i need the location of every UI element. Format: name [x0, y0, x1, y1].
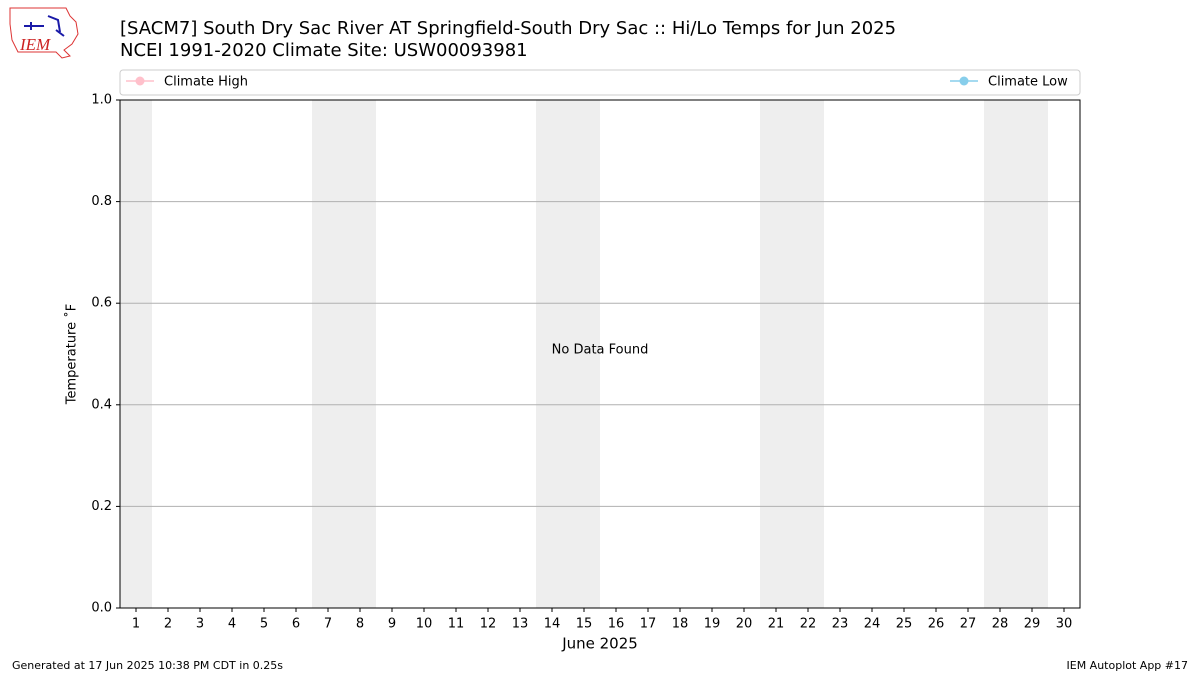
- legend-box: [119, 69, 1081, 96]
- x-tick-label: 19: [704, 617, 721, 632]
- y-tick-label: 0.2: [91, 499, 112, 514]
- x-tick-label: 8: [356, 617, 364, 632]
- x-tick-label: 14: [544, 617, 561, 632]
- x-tick-label: 2: [164, 617, 172, 632]
- x-tick-label: 29: [1024, 617, 1041, 632]
- legend-label: Climate High: [164, 75, 248, 90]
- legend-label: Climate Low: [988, 75, 1068, 90]
- x-tick-label: 13: [512, 617, 529, 632]
- shaded-day: [536, 100, 568, 608]
- x-tick-label: 20: [736, 617, 753, 632]
- x-tick-label: 18: [672, 617, 689, 632]
- x-tick-label: 5: [260, 617, 268, 632]
- footer-left: Generated at 17 Jun 2025 10:38 PM CDT in…: [12, 659, 283, 672]
- shaded-day: [568, 100, 600, 608]
- x-tick-label: 26: [928, 617, 945, 632]
- x-tick-label: 27: [960, 617, 977, 632]
- legend-marker: [959, 76, 969, 86]
- x-tick-label: 24: [864, 617, 881, 632]
- shaded-day: [312, 100, 344, 608]
- x-tick-label: 15: [576, 617, 593, 632]
- x-tick-label: 16: [608, 617, 625, 632]
- y-tick-label: 0.6: [91, 296, 112, 311]
- legend-marker: [135, 76, 145, 86]
- x-tick-label: 10: [416, 617, 433, 632]
- shaded-day: [120, 100, 152, 608]
- x-axis-label: June 2025: [561, 635, 638, 653]
- chart-subtitle: NCEI 1991-2020 Climate Site: USW00093981: [120, 40, 528, 61]
- plot-frame: [119, 99, 1081, 609]
- y-axis-label: Temperature ˚F: [64, 304, 80, 405]
- x-tick-label: 6: [292, 617, 300, 632]
- legend-entry: Climate High: [126, 75, 248, 90]
- y-tick-label: 0.0: [91, 601, 112, 616]
- x-tick-label: 12: [480, 617, 497, 632]
- y-tick-label: 0.4: [91, 397, 112, 412]
- y-tick-label: 0.8: [91, 194, 112, 209]
- x-tick-label: 28: [992, 617, 1009, 632]
- shaded-day: [792, 100, 824, 608]
- annotation: No Data Found: [552, 343, 649, 358]
- shaded-day: [1016, 100, 1048, 608]
- x-tick-label: 21: [768, 617, 785, 632]
- x-tick-label: 23: [832, 617, 849, 632]
- legend-entry: Climate Low: [950, 75, 1068, 90]
- x-tick-label: 4: [228, 617, 236, 632]
- x-tick-label: 17: [640, 617, 657, 632]
- x-tick-label: 3: [196, 617, 204, 632]
- x-tick-label: 25: [896, 617, 913, 632]
- x-tick-label: 9: [388, 617, 396, 632]
- logo-text: IEM: [19, 35, 51, 54]
- shaded-day: [344, 100, 376, 608]
- chart-title: [SACM7] South Dry Sac River AT Springfie…: [120, 18, 896, 39]
- logo-outline: [9, 7, 79, 59]
- x-tick-label: 7: [324, 617, 332, 632]
- logo: IEM: [9, 7, 79, 59]
- x-tick-label: 11: [448, 617, 465, 632]
- shaded-day: [760, 100, 792, 608]
- x-tick-label: 22: [800, 617, 817, 632]
- shaded-day: [984, 100, 1016, 608]
- y-tick-label: 1.0: [91, 93, 112, 108]
- x-tick-label: 1: [132, 617, 140, 632]
- x-tick-label: 30: [1056, 617, 1073, 632]
- footer-right: IEM Autoplot App #17: [1067, 659, 1189, 672]
- logo-icon: [24, 15, 65, 37]
